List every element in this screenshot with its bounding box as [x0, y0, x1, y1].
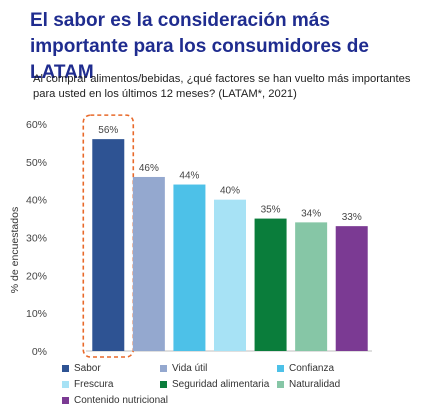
legend-swatch: [277, 365, 284, 372]
bar-value-label: 44%: [179, 171, 199, 182]
legend-swatch: [62, 381, 69, 388]
chart-subtitle: Al comprar alimentos/bebidas, ¿qué facto…: [33, 73, 411, 100]
bar-value-label: 34%: [301, 208, 321, 219]
bar-frescura: [214, 199, 246, 351]
y-tick-label: 40%: [26, 195, 47, 207]
legend-label: Frescura: [74, 379, 114, 390]
bar-value-label: 56%: [98, 125, 118, 136]
bar-naturalidad: [295, 222, 328, 351]
y-tick-label: 0%: [32, 346, 47, 358]
y-tick-label: 50%: [26, 157, 47, 169]
legend-label: Sabor: [74, 363, 101, 374]
legend-label: Vida útil: [172, 363, 208, 374]
legend-label: Contenido nutricional: [74, 395, 168, 406]
legend-label: Naturalidad: [289, 379, 341, 390]
legend-item: Seguridad alimentaria: [160, 379, 269, 390]
bar-confianza: [173, 184, 206, 351]
bar-value-label: 35%: [261, 205, 281, 216]
legend-swatch: [62, 397, 69, 404]
legend-item: Frescura: [62, 379, 113, 390]
legend-swatch: [277, 381, 284, 388]
y-tick-label: 10%: [26, 308, 47, 320]
bar-contenido-nutricional: [335, 226, 368, 351]
y-axis-title-wrap: % de encuestados: [4, 190, 26, 310]
legend-item: Contenido nutricional: [62, 395, 168, 406]
bar-sabor: [92, 139, 125, 351]
bar-value-label: 40%: [220, 186, 240, 197]
bar-value-label: 46%: [139, 163, 159, 174]
legend-swatch: [160, 365, 167, 372]
legend-swatch: [160, 381, 167, 388]
legend-label: Confianza: [289, 363, 335, 374]
bar-seguridad-alimentaria: [254, 218, 287, 351]
y-tick-label: 20%: [26, 270, 47, 282]
legend-item: Vida útil: [160, 363, 207, 374]
y-tick-label: 60%: [26, 119, 47, 131]
highlight-box: [82, 114, 135, 358]
legend-item: Confianza: [277, 363, 334, 374]
y-axis-title: % de encuestados: [9, 206, 21, 294]
y-tick-label: 30%: [26, 233, 47, 245]
chart-title: El sabor es la consideración más importa…: [30, 10, 369, 83]
bar-vida-til: [132, 176, 165, 351]
legend-item: Naturalidad: [277, 379, 340, 390]
bar-value-label: 33%: [342, 212, 362, 223]
legend-swatch: [62, 365, 69, 372]
legend-item: Sabor: [62, 363, 101, 374]
legend-label: Seguridad alimentaria: [172, 379, 270, 390]
chart-legend: Sabor Vida útil Confianza Frescura Seguridad…: [62, 363, 422, 411]
